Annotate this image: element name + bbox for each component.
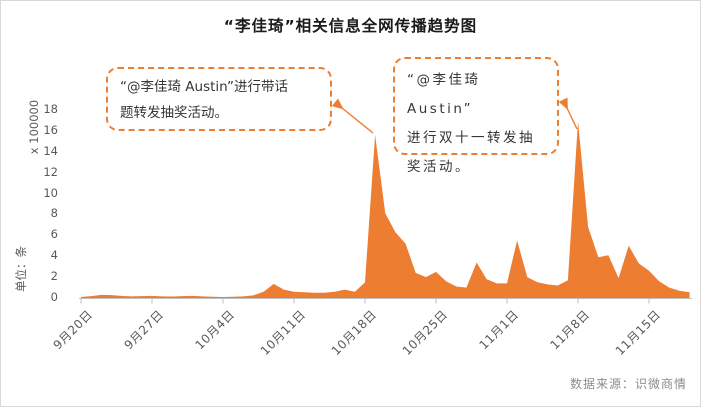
data-source-label: 数据来源：识微商情 [569, 377, 687, 391]
area-series [81, 121, 690, 299]
annotation-arrow [331, 98, 374, 134]
y-axis-label: 4 [50, 248, 58, 263]
y-axis-title: 单位：条 [14, 246, 28, 292]
y-axis-label: 10 [43, 185, 58, 200]
y-axis-label: 6 [50, 227, 58, 242]
y-axis-label: 14 [43, 143, 58, 158]
y-axis-label: 0 [50, 290, 58, 304]
annotation-line: “@李佳琦 Austin”进行带话 [120, 79, 288, 95]
y-axis-label: 2 [50, 269, 58, 284]
annotation-line: 奖活动。 [407, 159, 471, 175]
y-axis-label: 16 [43, 122, 58, 137]
annotation-double11-lottery: “@李佳琦 Austin” 进行双十一转发抽 奖活动。 [393, 57, 559, 175]
annotation-arrow [558, 97, 578, 130]
annotation-line: 题转发抽奖活动。 [120, 105, 228, 121]
y-axis-label: 18 [43, 101, 58, 116]
annotation-line: “@李佳琦 Austin” [407, 72, 481, 117]
y-axis-label: 8 [50, 206, 58, 221]
chart-title: “李佳琦”相关信息全网传播趋势图 [223, 17, 478, 35]
annotation-topic-lottery: “@李佳琦 Austin”进行带话 题转发抽奖活动。 [106, 67, 332, 131]
y-axis-label: 12 [43, 164, 58, 179]
y-axis-display-unit-label: x 100000 [27, 99, 41, 155]
annotation-line: 进行双十一转发抽 [407, 130, 535, 146]
